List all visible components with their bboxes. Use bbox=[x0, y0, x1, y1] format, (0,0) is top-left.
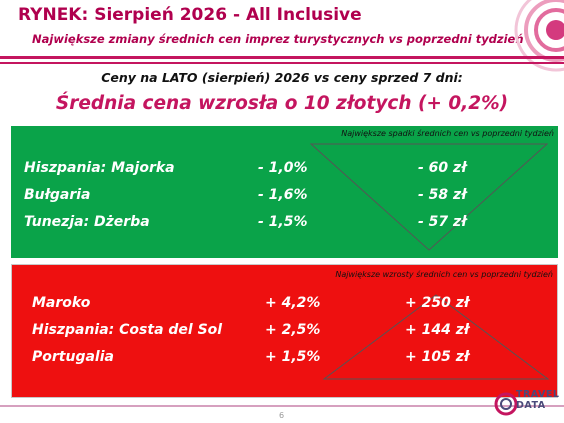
logo-text-bottom: DATA bbox=[516, 400, 546, 411]
footer-divider bbox=[0, 405, 564, 407]
page-title: RYNEK: Sierpień 2026 - All Inclusive bbox=[18, 5, 362, 25]
destination-name: Portugalia bbox=[32, 349, 114, 365]
logo-text-top: TRAVEL bbox=[516, 389, 560, 400]
increases-panel: Największe wzrosty średnich cen vs poprz… bbox=[11, 264, 558, 398]
header-divider bbox=[0, 56, 564, 59]
price-change: + 144 zł bbox=[405, 322, 470, 338]
logo-emblem-icon bbox=[494, 392, 518, 416]
increase-row: Portugalia + 1,5% + 105 zł bbox=[12, 349, 559, 371]
percent-change: + 1,5% bbox=[265, 349, 321, 365]
percent-change: - 1,6% bbox=[258, 187, 308, 203]
header-divider-thin bbox=[0, 62, 564, 64]
down-triangle-icon bbox=[309, 143, 549, 251]
price-change: - 60 zł bbox=[418, 160, 467, 176]
page-subtitle: Największe zmiany średnich cen imprez tu… bbox=[32, 32, 524, 46]
destination-name: Hiszpania: Majorka bbox=[24, 160, 175, 176]
increase-row: Maroko + 4,2% + 250 zł bbox=[12, 295, 559, 317]
decrease-row: Tunezja: Dżerba - 1,5% - 57 zł bbox=[11, 214, 558, 236]
travel-data-logo: TRAVEL DATA bbox=[494, 387, 560, 421]
destination-name: Tunezja: Dżerba bbox=[24, 214, 150, 230]
decrease-row: Hiszpania: Majorka - 1,0% - 60 zł bbox=[11, 160, 558, 182]
price-change: - 57 zł bbox=[418, 214, 467, 230]
percent-change: - 1,5% bbox=[258, 214, 308, 230]
percent-change: + 4,2% bbox=[265, 295, 321, 311]
decorative-circles bbox=[514, 0, 564, 72]
up-triangle-icon bbox=[322, 294, 550, 380]
destination-name: Maroko bbox=[32, 295, 91, 311]
price-change: + 250 zł bbox=[405, 295, 470, 311]
average-price-headline: Średnia cena wzrosła o 10 złotych (+ 0,2… bbox=[55, 93, 509, 114]
price-change: - 58 zł bbox=[418, 187, 467, 203]
decreases-panel: Największe spadki średnich cen vs poprze… bbox=[11, 126, 558, 258]
destination-name: Hiszpania: Costa del Sol bbox=[32, 322, 223, 338]
destination-name: Bułgaria bbox=[24, 187, 91, 203]
decreases-caption: Największe spadki średnich cen vs poprze… bbox=[341, 129, 554, 138]
page-number: 6 bbox=[279, 411, 285, 420]
increase-row: Hiszpania: Costa del Sol + 2,5% + 144 zł bbox=[12, 322, 559, 344]
increases-caption: Największe wzrosty średnich cen vs poprz… bbox=[335, 270, 553, 279]
percent-change: - 1,0% bbox=[258, 160, 308, 176]
percent-change: + 2,5% bbox=[265, 322, 321, 338]
price-change: + 105 zł bbox=[405, 349, 470, 365]
decrease-row: Bułgaria - 1,6% - 58 zł bbox=[11, 187, 558, 209]
comparison-note: Ceny na LATO (sierpień) 2026 vs ceny spr… bbox=[101, 70, 463, 85]
